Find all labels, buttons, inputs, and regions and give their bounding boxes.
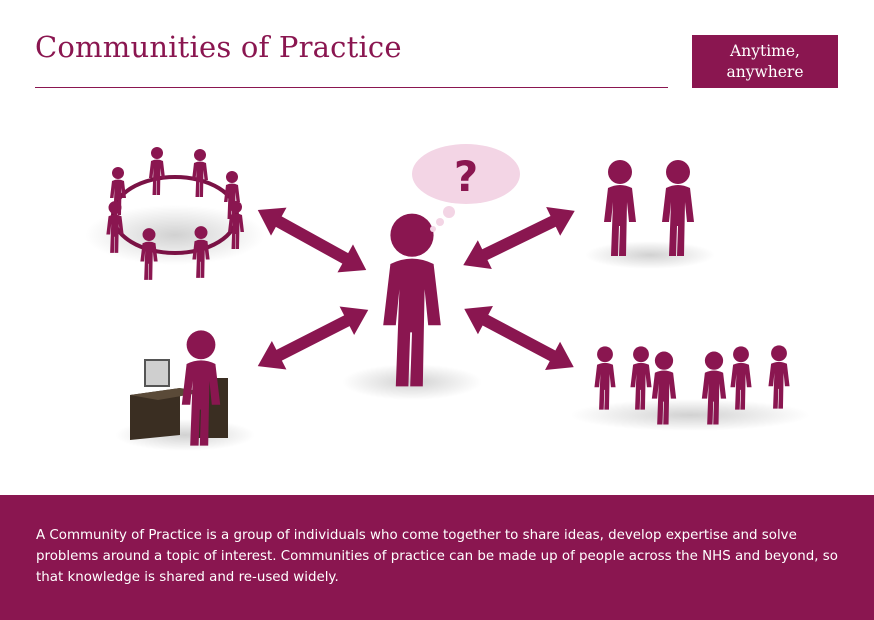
- description-panel: A Community of Practice is a group of in…: [0, 495, 874, 620]
- badge-line-1: Anytime,: [730, 41, 800, 60]
- communities-diagram: ?: [85, 144, 810, 451]
- talking-group: [570, 345, 810, 431]
- description-text: A Community of Practice is a group of in…: [36, 528, 838, 585]
- arrow-bottom-left: [257, 306, 369, 370]
- computer-user: [115, 330, 255, 451]
- thinking-person: [342, 213, 482, 400]
- pair-figures: [585, 160, 715, 269]
- arrow-top-right: [463, 206, 575, 270]
- question-mark: ?: [454, 152, 478, 201]
- title-rule: [35, 87, 668, 88]
- page-title: Communities of Practice: [35, 30, 402, 64]
- anytime-badge: Anytime, anywhere: [692, 35, 838, 88]
- badge-line-2: anywhere: [726, 62, 804, 81]
- circle-group: [85, 147, 265, 280]
- thought-bubble: ?: [412, 144, 520, 232]
- arrow-top-left: [257, 207, 367, 273]
- arrow-bottom-right: [464, 306, 574, 370]
